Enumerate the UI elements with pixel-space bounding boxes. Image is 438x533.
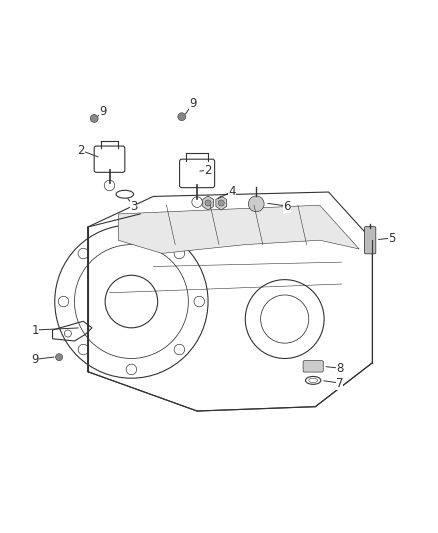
Text: 2: 2 bbox=[77, 144, 85, 157]
Text: 1: 1 bbox=[31, 324, 39, 336]
Polygon shape bbox=[203, 196, 213, 210]
Circle shape bbox=[205, 200, 211, 206]
Circle shape bbox=[56, 354, 63, 361]
FancyBboxPatch shape bbox=[364, 227, 376, 254]
Text: 6: 6 bbox=[283, 199, 291, 213]
Polygon shape bbox=[216, 196, 226, 210]
Text: 2: 2 bbox=[204, 164, 212, 176]
Polygon shape bbox=[118, 205, 359, 253]
Text: 8: 8 bbox=[336, 361, 343, 375]
Circle shape bbox=[178, 113, 186, 120]
FancyBboxPatch shape bbox=[303, 361, 323, 372]
Text: 5: 5 bbox=[389, 231, 396, 245]
Text: 7: 7 bbox=[336, 376, 343, 390]
Text: 3: 3 bbox=[130, 199, 137, 213]
Text: 9: 9 bbox=[189, 97, 197, 110]
Text: 4: 4 bbox=[228, 184, 236, 198]
Text: 9: 9 bbox=[31, 353, 39, 366]
Circle shape bbox=[218, 200, 224, 206]
Circle shape bbox=[248, 196, 264, 212]
Text: 9: 9 bbox=[99, 104, 107, 117]
Circle shape bbox=[90, 115, 98, 123]
